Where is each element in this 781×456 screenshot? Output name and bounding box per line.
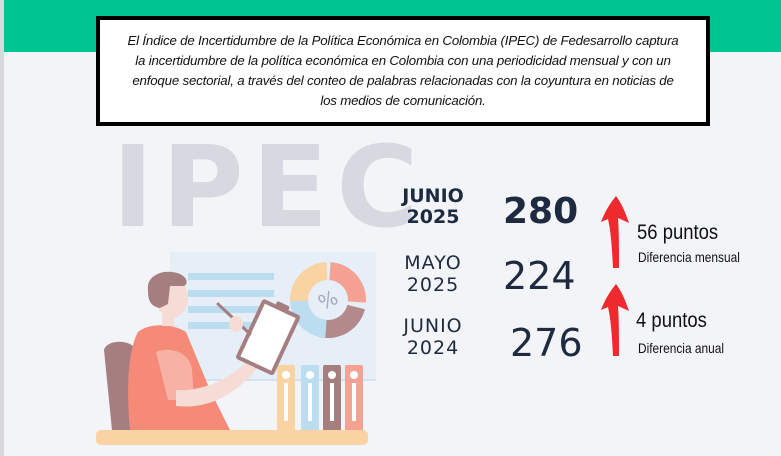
- binders: [277, 365, 363, 433]
- desk: [96, 430, 368, 445]
- hair: [147, 271, 187, 308]
- reading-row-current: JUNIO 2025 280: [395, 184, 585, 244]
- description-box: El Índice de Incertidumbre de la Polític…: [96, 16, 710, 126]
- arrow-up-icon: [601, 196, 629, 268]
- annual-difference-amount: 4 puntos: [636, 309, 707, 332]
- arrow-up-icon: [601, 284, 629, 356]
- period-year: 2024: [406, 337, 460, 359]
- monthly-difference-label: Diferencia mensual: [638, 249, 740, 265]
- index-value: 276: [510, 321, 583, 365]
- period-month: JUNIO: [403, 315, 463, 337]
- annual-difference-label: Diferencia anual: [638, 340, 724, 356]
- period-month: JUNIO: [402, 185, 464, 207]
- left-edge-strip: [0, 0, 4, 456]
- analyst-illustration: %: [96, 252, 376, 445]
- period-year: 2025: [406, 274, 460, 296]
- period-label: JUNIO 2025: [395, 186, 471, 228]
- period-month: MAYO: [404, 252, 462, 274]
- ipec-watermark: IPEC: [112, 123, 427, 253]
- description-text: El Índice de Incertidumbre de la Polític…: [127, 33, 679, 108]
- period-year: 2025: [406, 206, 460, 228]
- reading-row-previous-year: JUNIO 2024 276: [395, 315, 585, 375]
- clipboard-icon: [236, 299, 301, 376]
- index-value: 280: [503, 191, 579, 232]
- period-label: MAYO 2025: [395, 252, 471, 296]
- index-value: 224: [503, 254, 576, 298]
- reading-row-previous-month: MAYO 2025 224: [395, 252, 585, 312]
- monthly-difference-amount: 56 puntos: [637, 221, 719, 244]
- period-label: JUNIO 2024: [395, 315, 471, 359]
